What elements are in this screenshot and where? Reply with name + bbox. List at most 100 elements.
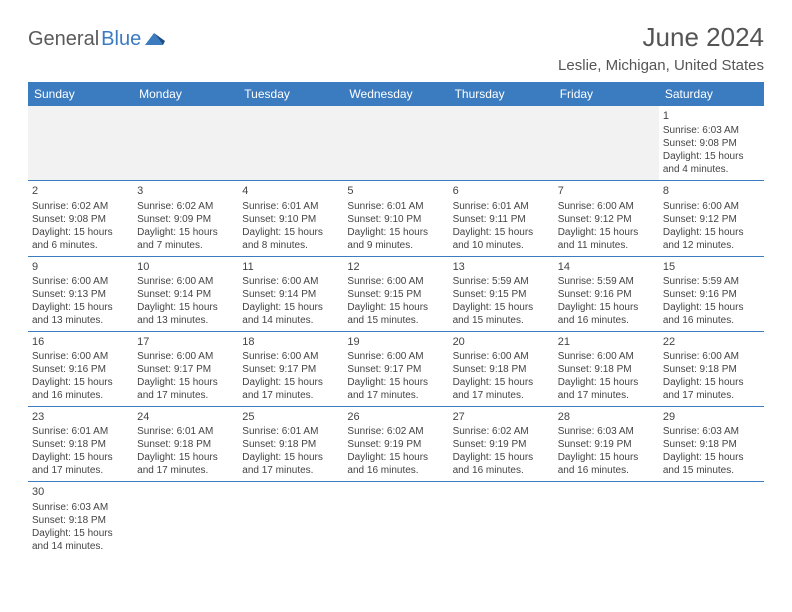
sunrise-text: Sunrise: 5:59 AM <box>663 275 760 288</box>
calendar-row: 2Sunrise: 6:02 AMSunset: 9:08 PMDaylight… <box>28 181 764 256</box>
sunrise-text: Sunrise: 6:01 AM <box>137 425 234 438</box>
daylight-text: and 16 minutes. <box>32 389 129 402</box>
calendar-cell <box>554 106 659 181</box>
month-title: June 2024 <box>558 22 764 53</box>
sunrise-text: Sunrise: 6:00 AM <box>558 350 655 363</box>
daylight-text: Daylight: 15 hours <box>663 451 760 464</box>
sunset-text: Sunset: 9:18 PM <box>663 363 760 376</box>
daylight-text: and 17 minutes. <box>137 389 234 402</box>
day-number: 18 <box>242 335 339 349</box>
sunrise-text: Sunrise: 6:02 AM <box>137 200 234 213</box>
calendar-cell: 11Sunrise: 6:00 AMSunset: 9:14 PMDayligh… <box>238 256 343 331</box>
daylight-text: and 17 minutes. <box>453 389 550 402</box>
sunset-text: Sunset: 9:18 PM <box>32 514 129 527</box>
calendar-cell <box>133 482 238 557</box>
sunrise-text: Sunrise: 6:01 AM <box>347 200 444 213</box>
sunrise-text: Sunrise: 6:02 AM <box>453 425 550 438</box>
day-number: 25 <box>242 410 339 424</box>
daylight-text: Daylight: 15 hours <box>347 226 444 239</box>
sunrise-text: Sunrise: 6:00 AM <box>347 350 444 363</box>
daylight-text: Daylight: 15 hours <box>32 451 129 464</box>
calendar-cell: 20Sunrise: 6:00 AMSunset: 9:18 PMDayligh… <box>449 331 554 406</box>
sunrise-text: Sunrise: 5:59 AM <box>453 275 550 288</box>
calendar-cell: 23Sunrise: 6:01 AMSunset: 9:18 PMDayligh… <box>28 407 133 482</box>
day-number: 24 <box>137 410 234 424</box>
day-number: 11 <box>242 260 339 274</box>
daylight-text: Daylight: 15 hours <box>137 376 234 389</box>
sunrise-text: Sunrise: 6:00 AM <box>453 350 550 363</box>
daylight-text: Daylight: 15 hours <box>663 150 760 163</box>
day-number: 7 <box>558 184 655 198</box>
sunrise-text: Sunrise: 6:01 AM <box>453 200 550 213</box>
sunset-text: Sunset: 9:08 PM <box>663 137 760 150</box>
daylight-text: Daylight: 15 hours <box>347 451 444 464</box>
calendar-cell: 26Sunrise: 6:02 AMSunset: 9:19 PMDayligh… <box>343 407 448 482</box>
daylight-text: Daylight: 15 hours <box>242 451 339 464</box>
daylight-text: and 16 minutes. <box>558 464 655 477</box>
sunset-text: Sunset: 9:18 PM <box>32 438 129 451</box>
calendar-cell: 6Sunrise: 6:01 AMSunset: 9:11 PMDaylight… <box>449 181 554 256</box>
sunset-text: Sunset: 9:17 PM <box>242 363 339 376</box>
daylight-text: Daylight: 15 hours <box>137 226 234 239</box>
daylight-text: and 6 minutes. <box>32 239 129 252</box>
calendar-row: 23Sunrise: 6:01 AMSunset: 9:18 PMDayligh… <box>28 407 764 482</box>
day-number: 6 <box>453 184 550 198</box>
sunrise-text: Sunrise: 6:03 AM <box>32 501 129 514</box>
sunrise-text: Sunrise: 6:01 AM <box>32 425 129 438</box>
calendar-row: 30Sunrise: 6:03 AMSunset: 9:18 PMDayligh… <box>28 482 764 557</box>
sunset-text: Sunset: 9:15 PM <box>347 288 444 301</box>
calendar-cell: 14Sunrise: 5:59 AMSunset: 9:16 PMDayligh… <box>554 256 659 331</box>
day-number: 9 <box>32 260 129 274</box>
daylight-text: Daylight: 15 hours <box>32 226 129 239</box>
day-number: 1 <box>663 109 760 123</box>
sunset-text: Sunset: 9:17 PM <box>137 363 234 376</box>
day-number: 15 <box>663 260 760 274</box>
day-number: 10 <box>137 260 234 274</box>
day-header: Monday <box>133 82 238 106</box>
daylight-text: Daylight: 15 hours <box>453 451 550 464</box>
sunset-text: Sunset: 9:17 PM <box>347 363 444 376</box>
day-number: 8 <box>663 184 760 198</box>
daylight-text: Daylight: 15 hours <box>32 527 129 540</box>
day-number: 22 <box>663 335 760 349</box>
sunset-text: Sunset: 9:18 PM <box>453 363 550 376</box>
sunset-text: Sunset: 9:18 PM <box>137 438 234 451</box>
sunset-text: Sunset: 9:14 PM <box>137 288 234 301</box>
daylight-text: and 16 minutes. <box>558 314 655 327</box>
sunset-text: Sunset: 9:18 PM <box>242 438 339 451</box>
logo-text-general: General <box>28 28 99 51</box>
calendar-row: 9Sunrise: 6:00 AMSunset: 9:13 PMDaylight… <box>28 256 764 331</box>
sunrise-text: Sunrise: 6:03 AM <box>663 124 760 137</box>
day-header: Tuesday <box>238 82 343 106</box>
day-number: 16 <box>32 335 129 349</box>
day-header: Friday <box>554 82 659 106</box>
daylight-text: Daylight: 15 hours <box>558 301 655 314</box>
calendar-cell: 18Sunrise: 6:00 AMSunset: 9:17 PMDayligh… <box>238 331 343 406</box>
sunrise-text: Sunrise: 6:00 AM <box>663 200 760 213</box>
calendar-cell <box>238 106 343 181</box>
daylight-text: and 17 minutes. <box>242 389 339 402</box>
daylight-text: and 16 minutes. <box>453 464 550 477</box>
calendar-cell: 19Sunrise: 6:00 AMSunset: 9:17 PMDayligh… <box>343 331 448 406</box>
calendar-cell: 1Sunrise: 6:03 AMSunset: 9:08 PMDaylight… <box>659 106 764 181</box>
daylight-text: and 15 minutes. <box>347 314 444 327</box>
calendar-cell: 13Sunrise: 5:59 AMSunset: 9:15 PMDayligh… <box>449 256 554 331</box>
daylight-text: and 9 minutes. <box>347 239 444 252</box>
sunrise-text: Sunrise: 6:02 AM <box>347 425 444 438</box>
day-number: 27 <box>453 410 550 424</box>
calendar-cell: 10Sunrise: 6:00 AMSunset: 9:14 PMDayligh… <box>133 256 238 331</box>
day-header: Saturday <box>659 82 764 106</box>
daylight-text: Daylight: 15 hours <box>347 301 444 314</box>
calendar-cell: 17Sunrise: 6:00 AMSunset: 9:17 PMDayligh… <box>133 331 238 406</box>
daylight-text: Daylight: 15 hours <box>663 226 760 239</box>
sunset-text: Sunset: 9:11 PM <box>453 213 550 226</box>
sunrise-text: Sunrise: 6:00 AM <box>242 350 339 363</box>
calendar-cell <box>554 482 659 557</box>
header: GeneralBlue June 2024 Leslie, Michigan, … <box>28 22 764 74</box>
day-number: 12 <box>347 260 444 274</box>
sunset-text: Sunset: 9:19 PM <box>347 438 444 451</box>
sunset-text: Sunset: 9:14 PM <box>242 288 339 301</box>
daylight-text: Daylight: 15 hours <box>558 226 655 239</box>
sunrise-text: Sunrise: 6:00 AM <box>137 350 234 363</box>
sunrise-text: Sunrise: 6:00 AM <box>137 275 234 288</box>
